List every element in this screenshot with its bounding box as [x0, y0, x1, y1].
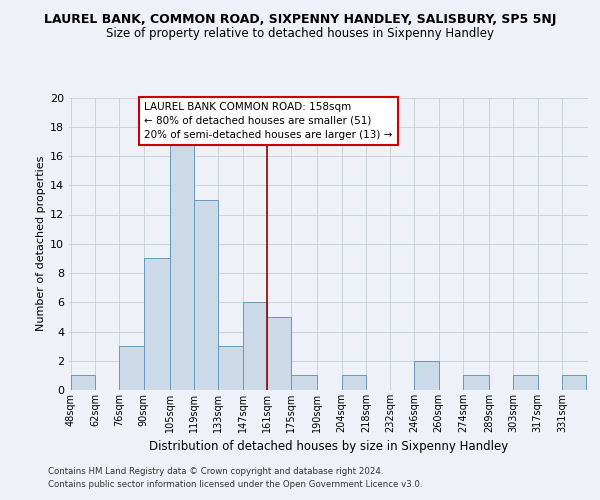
- Bar: [291, 376, 317, 390]
- Y-axis label: Number of detached properties: Number of detached properties: [36, 156, 46, 332]
- Bar: [463, 376, 489, 390]
- Bar: [170, 142, 194, 390]
- Bar: [562, 376, 586, 390]
- Text: LAUREL BANK, COMMON ROAD, SIXPENNY HANDLEY, SALISBURY, SP5 5NJ: LAUREL BANK, COMMON ROAD, SIXPENNY HANDL…: [44, 12, 556, 26]
- Bar: [415, 361, 439, 390]
- X-axis label: Distribution of detached houses by size in Sixpenny Handley: Distribution of detached houses by size …: [149, 440, 508, 454]
- Text: Contains public sector information licensed under the Open Government Licence v3: Contains public sector information licen…: [48, 480, 422, 489]
- Text: Contains HM Land Registry data © Crown copyright and database right 2024.: Contains HM Land Registry data © Crown c…: [48, 467, 383, 476]
- Bar: [71, 376, 95, 390]
- Bar: [341, 376, 366, 390]
- Bar: [218, 346, 242, 390]
- Bar: [242, 302, 267, 390]
- Bar: [194, 200, 218, 390]
- Bar: [514, 376, 538, 390]
- Text: LAUREL BANK COMMON ROAD: 158sqm
← 80% of detached houses are smaller (51)
20% of: LAUREL BANK COMMON ROAD: 158sqm ← 80% of…: [144, 102, 392, 140]
- Bar: [143, 258, 170, 390]
- Bar: [119, 346, 143, 390]
- Bar: [267, 317, 291, 390]
- Text: Size of property relative to detached houses in Sixpenny Handley: Size of property relative to detached ho…: [106, 28, 494, 40]
